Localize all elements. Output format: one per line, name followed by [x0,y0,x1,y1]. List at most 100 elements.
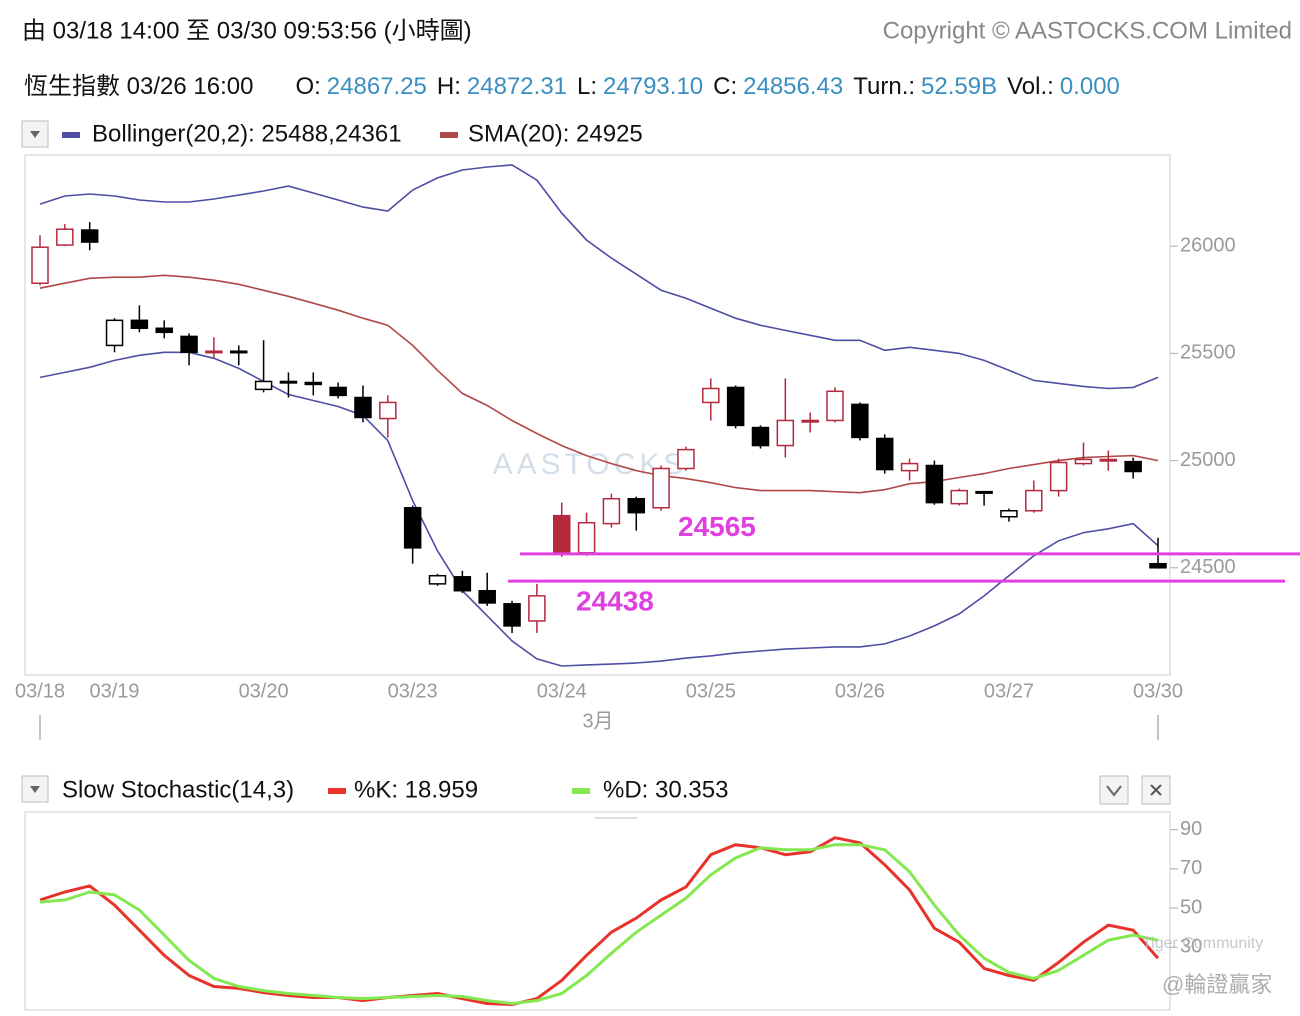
quote-value: 24793.10 [603,73,703,100]
candle-body [528,595,546,622]
y-tick-label: 70 [1180,857,1202,879]
candle-body [776,419,795,447]
candle-body [1074,458,1093,465]
x-tick-label: 03/23 [388,680,438,702]
legend-swatch [572,788,590,794]
close-button[interactable] [1141,775,1171,805]
candle-body [403,506,422,549]
quote-label: C: [713,73,737,100]
x-tick-label: 03/24 [537,680,587,702]
candle-body [155,327,173,334]
candle-body [801,419,819,423]
candle-body [677,448,695,470]
legend-label: SMA(20): 24925 [468,120,643,147]
y-tick-label: 90 [1180,818,1202,840]
level-label: 24438 [576,585,654,616]
x-tick-label: 03/26 [835,680,885,702]
candle-body [900,462,919,472]
legend-label: Bollinger(20,2): 25488,24361 [92,120,402,147]
indicator-line [39,164,1159,390]
y-tick-label: 25500 [1180,342,1236,364]
candle-body [602,497,621,525]
quote-label: L: [577,73,597,100]
candle-body [503,603,521,627]
x-tick-label: 03/25 [686,680,736,702]
indicator-line [39,351,1159,667]
candle-body [726,386,745,427]
quote-label: Turn.: [853,73,915,100]
candle-body [577,522,596,554]
y-tick-label: 26000 [1180,234,1236,256]
watermark: @輪證贏家 [1162,972,1272,997]
x-tick-label: 03/19 [90,680,140,702]
panel-title: Slow Stochastic(14,3) [62,776,294,803]
quote-value: 24856.43 [743,73,843,100]
candle-body [428,574,447,585]
candle-body [925,464,944,504]
quote-row: 恆生指數 03/26 16:00 O: 24867.25 H: 24872.31 L: 24… [24,73,1120,100]
candle-body [1124,460,1142,473]
range-title: 由 03/18 14:00 至 03/30 09:53:56 (小時圖) [22,17,472,44]
candle-body [975,490,993,494]
candle-body [950,489,968,505]
stoch-line [39,836,1160,1006]
dropdown-button[interactable] [21,120,49,148]
candle-body [254,380,273,391]
candle-body [329,386,347,397]
candle-body [279,380,298,384]
legend-swatch [62,132,80,138]
candle-body [230,350,248,354]
quote-label: Vol.: [1007,73,1054,100]
candle-body [826,390,844,422]
dropdown-button[interactable] [21,775,49,803]
candle-body [180,335,198,354]
candle-body [1149,562,1167,569]
candle-body [31,246,49,284]
quote-value: 0.000 [1060,73,1120,100]
candle-body [453,576,472,592]
main-plot-frame [24,154,1171,676]
watermark: AASTOCKS [493,448,688,481]
x-tick-label: 03/30 [1133,680,1183,702]
candle-body [552,514,571,555]
candle-body [205,350,223,354]
quote-value: 24872.31 [467,73,567,100]
quote-name: 恆生指數 03/26 16:00 [24,73,253,100]
candle-body [1025,489,1043,512]
candle-body [1000,509,1018,518]
candle-body [1049,461,1068,492]
x-tick-label: 03/27 [984,680,1034,702]
level-label: 24565 [678,511,756,542]
candle-body [80,229,99,243]
candle-body [875,437,894,471]
quote-label: O: [295,73,320,100]
x-tick-label: 03/18 [15,680,65,702]
candle-body [130,319,149,330]
copyright: Copyright © AASTOCKS.COM Limited [883,17,1292,44]
indicator-line [39,274,1159,494]
quote-value: 52.59B [921,73,997,100]
watermark: Tiger Community [1142,935,1263,952]
y-tick-label: 30 [1180,936,1202,958]
legend-swatch [440,132,458,138]
y-tick-label: 25000 [1180,449,1236,471]
quote-label: H: [437,73,461,100]
candle-body [851,403,869,439]
candle-body [304,381,323,386]
legend-label: %D: 30.353 [603,776,728,803]
quote-value: 24867.25 [327,73,427,100]
y-tick-label: 24500 [1180,556,1236,578]
stoch-line [39,843,1159,1005]
candle-body [652,467,670,509]
candle-body [627,497,646,514]
collapse-button[interactable] [1099,775,1129,805]
stoch-plot-frame [24,811,1171,1011]
y-tick-label: 50 [1180,896,1202,918]
x-tick-label: 03/20 [239,680,289,702]
candle-body [478,589,496,604]
legend-label: %K: 18.959 [354,776,478,803]
candle-body [751,426,770,447]
candle-body [56,228,74,246]
candle-body [354,396,372,419]
